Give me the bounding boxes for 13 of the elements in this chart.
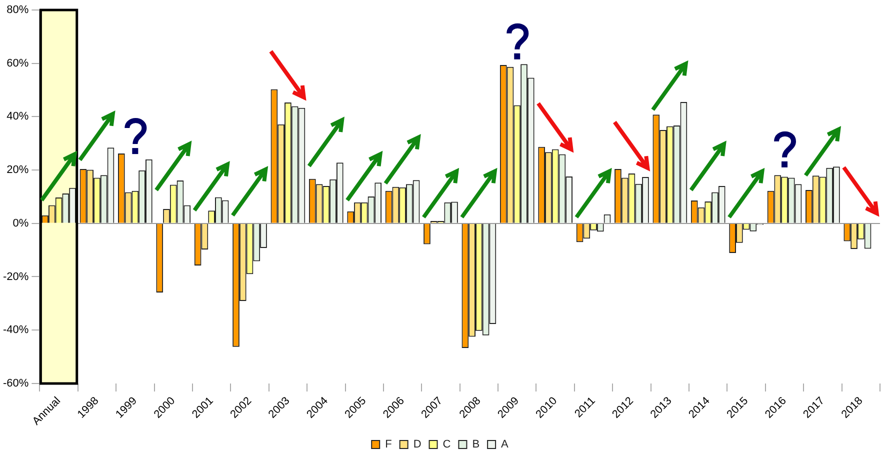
y-tick-label: 60% (6, 57, 29, 70)
y-tick-label: -60% (2, 377, 29, 390)
y-tick-label: 20% (6, 164, 29, 176)
y-tick-label: 40% (6, 110, 29, 123)
legend-label: B (472, 438, 480, 451)
y-tick-label: 80% (6, 4, 29, 16)
y-tick-label: -20% (2, 270, 29, 283)
legend-label: F (385, 438, 392, 451)
legend-label: A (501, 438, 510, 451)
legend-label: C (442, 438, 451, 451)
y-tick-label: -40% (2, 324, 29, 336)
y-tick-label: 0% (12, 217, 29, 230)
legend-label: D (413, 438, 422, 451)
